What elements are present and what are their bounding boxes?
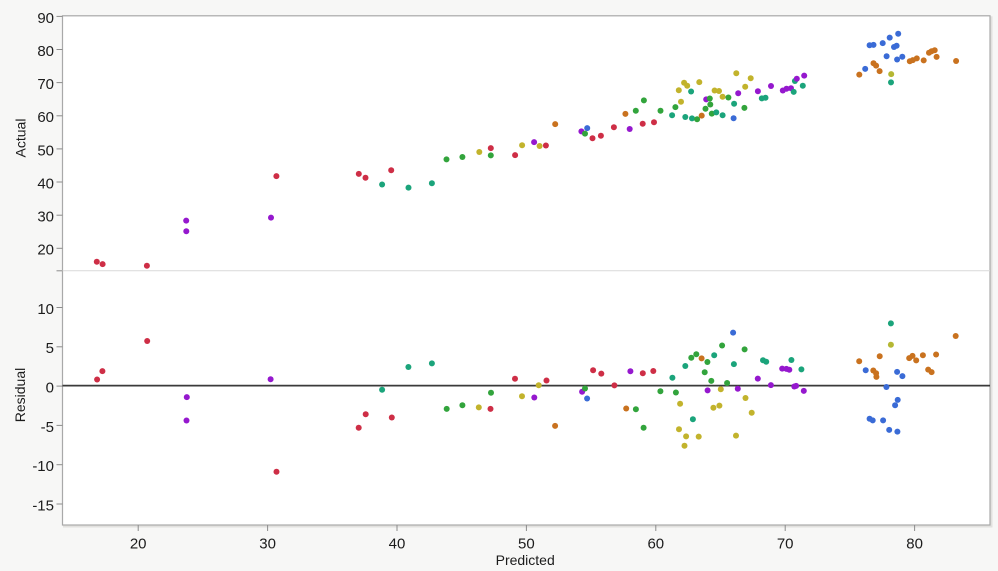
svg-text:60: 60: [647, 536, 664, 553]
svg-text:-15: -15: [32, 497, 54, 514]
svg-text:Predicted: Predicted: [496, 552, 555, 568]
svg-text:10: 10: [37, 301, 54, 318]
svg-text:30: 30: [259, 536, 276, 553]
svg-text:70: 70: [37, 76, 54, 93]
svg-text:50: 50: [518, 536, 535, 553]
svg-text:-10: -10: [32, 458, 54, 475]
svg-text:-5: -5: [41, 419, 54, 436]
svg-text:60: 60: [37, 109, 54, 126]
svg-text:Residual: Residual: [12, 368, 28, 422]
svg-text:90: 90: [37, 10, 54, 27]
svg-text:20: 20: [130, 536, 147, 553]
svg-text:40: 40: [37, 175, 54, 192]
svg-text:0: 0: [46, 380, 54, 397]
svg-text:80: 80: [37, 43, 54, 60]
svg-text:30: 30: [37, 209, 54, 226]
svg-text:Actual: Actual: [13, 119, 29, 158]
svg-text:50: 50: [37, 142, 54, 159]
svg-text:40: 40: [389, 536, 406, 553]
svg-text:20: 20: [37, 242, 54, 259]
svg-text:5: 5: [46, 340, 54, 357]
svg-text:70: 70: [777, 536, 794, 553]
svg-text:80: 80: [906, 536, 923, 553]
